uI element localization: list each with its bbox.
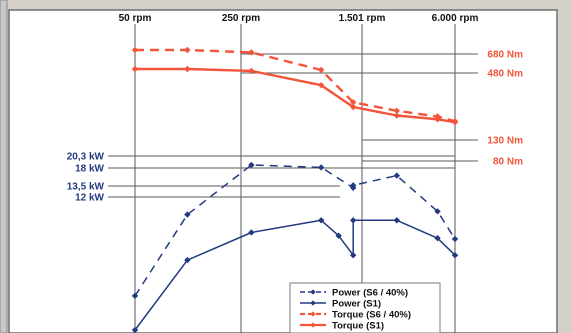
legend-marker [310, 300, 316, 306]
series-power-s6 [131, 161, 459, 300]
data-point-marker [131, 46, 139, 54]
x-tick-label: 250 rpm [222, 13, 260, 24]
series-line [134, 219, 456, 331]
data-point-marker [184, 46, 191, 54]
data-point-marker [317, 217, 325, 224]
data-point-marker [335, 232, 342, 239]
series-line [135, 48, 456, 123]
legend: Power (S6 / 40%)Power (S1)Torque (S6 / 4… [289, 282, 441, 333]
torque-axis-label: 680 Nm [487, 50, 523, 61]
data-point-marker [349, 252, 357, 259]
legend-label: Power (S6 / 40%) [332, 287, 408, 298]
data-point-marker [393, 217, 401, 224]
data-point-marker [349, 217, 357, 224]
x-tick-label: 1.501 rpm [339, 13, 386, 24]
data-point-marker [393, 172, 401, 179]
data-point-marker [451, 235, 459, 243]
data-point-marker [317, 164, 325, 171]
torque-axis-label: 480 Nm [487, 69, 523, 80]
data-point-marker [248, 49, 255, 56]
x-tick-label: 6.000 rpm [432, 13, 479, 24]
data-point-marker [248, 161, 255, 169]
data-point-marker [131, 292, 139, 300]
data-point-marker [184, 65, 191, 73]
legend-marker [310, 322, 316, 328]
legend-marker [310, 289, 316, 295]
power-axis-label: 18 kW [75, 164, 104, 175]
data-point-marker [393, 107, 401, 114]
power-axis-label: 12 kW [75, 193, 104, 204]
legend-label: Power (S1) [332, 298, 381, 309]
plot-area [8, 9, 558, 333]
data-point-marker [131, 326, 139, 333]
torque-axis-label: 130 Nm [487, 136, 523, 147]
legend-marker [310, 311, 316, 317]
data-point-marker [184, 211, 191, 218]
data-point-marker [349, 182, 357, 189]
data-point-marker [434, 234, 441, 242]
data-point-marker [317, 66, 325, 74]
power-axis-label: 13,5 kW [67, 182, 105, 193]
data-point-marker [451, 119, 459, 126]
series-power-s1 [131, 217, 459, 333]
x-tick-label: 50 rpm [119, 13, 152, 24]
data-point-marker [451, 252, 459, 259]
legend-label: Torque (S6 / 40%) [332, 309, 411, 320]
data-point-marker [248, 67, 255, 75]
data-point-marker [248, 229, 255, 236]
data-point-marker [393, 112, 401, 119]
data-point-marker [349, 103, 357, 111]
data-point-marker [184, 256, 191, 264]
data-point-marker [434, 208, 441, 215]
torque-axis-label: 80 Nm [493, 157, 523, 168]
series-line [135, 67, 456, 124]
data-point-marker [131, 65, 139, 73]
data-point-marker [434, 116, 441, 123]
legend-label: Torque (S1) [332, 320, 384, 331]
series-torque-s1 [131, 65, 459, 126]
data-point-marker [349, 99, 357, 106]
data-point-marker [317, 81, 325, 89]
left-ruler [0, 0, 8, 333]
power-axis-label: 20,3 kW [67, 152, 105, 163]
